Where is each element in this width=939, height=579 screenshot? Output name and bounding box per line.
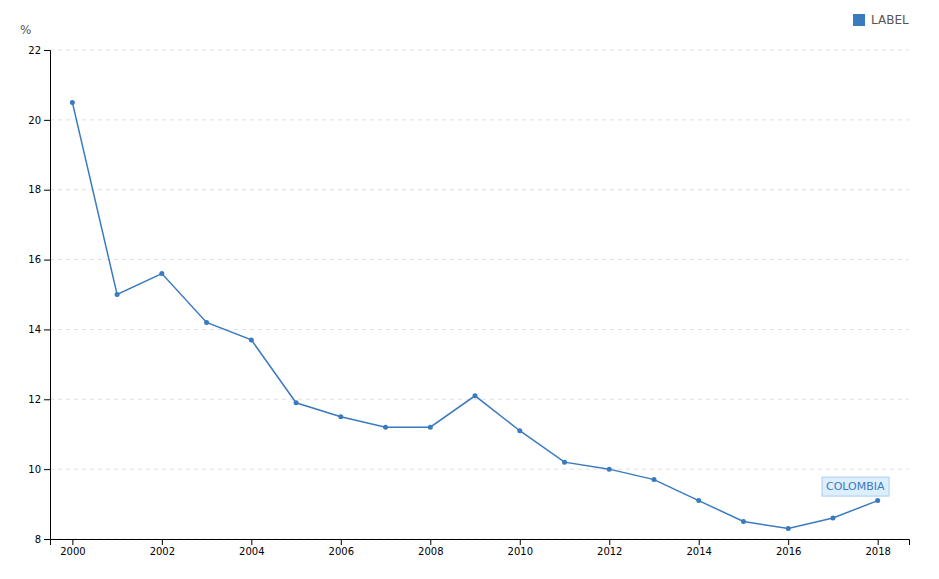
series-point — [473, 393, 478, 398]
y-tick-mark — [44, 50, 50, 51]
chart: 2000200220042006200820102012201420162018… — [0, 0, 939, 579]
y-tick: 8 — [35, 534, 50, 545]
grid-line — [50, 119, 909, 120]
x-tick-label: 2004 — [239, 546, 264, 557]
grid-line — [50, 469, 909, 470]
x-tick: 2010 — [508, 539, 533, 557]
x-tick-label: 2014 — [686, 546, 711, 557]
x-tick-label: 2006 — [329, 546, 354, 557]
grid-line — [50, 329, 909, 330]
series-point — [249, 337, 254, 342]
annotation-box — [822, 477, 889, 496]
x-tick-mark — [788, 539, 789, 545]
annotation-text: COLOMBIA — [826, 480, 885, 493]
legend-item: LABEL — [853, 13, 909, 27]
x-tick: 2012 — [597, 539, 622, 557]
y-tick: 12 — [28, 394, 50, 405]
y-tick-mark — [44, 399, 50, 400]
series-point — [562, 460, 567, 465]
series-point — [294, 400, 299, 405]
x-axis-line — [51, 540, 910, 546]
x-tick-label: 2016 — [776, 546, 801, 557]
series-point — [338, 414, 343, 419]
x-tick: 2006 — [329, 539, 354, 557]
y-tick-mark — [44, 329, 50, 330]
x-tick-mark — [341, 539, 342, 545]
series-point — [204, 320, 209, 325]
series-point — [159, 271, 164, 276]
x-tick-label: 2010 — [508, 546, 533, 557]
x-tick-mark — [162, 539, 163, 545]
x-tick-mark — [520, 539, 521, 545]
y-tick-label: 12 — [28, 394, 41, 405]
x-tick-mark — [251, 539, 252, 545]
series-point — [786, 526, 791, 531]
grid-line — [50, 50, 909, 51]
y-tick-mark — [44, 120, 50, 121]
y-tick: 10 — [28, 464, 50, 475]
x-tick: 2014 — [686, 539, 711, 557]
y-tick-label: 14 — [28, 324, 41, 335]
x-axis: 2000 2002 2004 2006 2008 2010 2012 2014 2016 2018 — [51, 539, 910, 557]
grid-line — [50, 189, 909, 190]
x-tick: 2018 — [865, 539, 890, 557]
series-point — [830, 516, 835, 521]
x-tick-mark — [699, 539, 700, 545]
x-tick-label: 2002 — [150, 546, 175, 557]
series-point — [70, 100, 75, 105]
y-tick-label: 10 — [28, 464, 41, 475]
y-tick: 20 — [28, 115, 50, 126]
x-tick-label: 2018 — [865, 546, 890, 557]
y-axis-line — [44, 51, 51, 540]
series-point — [517, 428, 522, 433]
y-tick-label: 20 — [28, 115, 41, 126]
x-tick-label: 2008 — [418, 546, 443, 557]
x-tick: 2008 — [418, 539, 443, 557]
y-tick: 18 — [28, 184, 50, 195]
y-axis-title: % — [20, 23, 31, 37]
y-tick-mark — [44, 469, 50, 470]
legend: LABEL — [853, 13, 909, 27]
y-tick: 14 — [28, 324, 50, 335]
y-tick-label: 18 — [28, 184, 41, 195]
x-tick: 2000 — [60, 539, 85, 557]
x-tick: 2002 — [150, 539, 175, 557]
series-line — [72, 102, 877, 528]
y-tick-label: 16 — [28, 254, 41, 265]
x-tick-label: 2012 — [597, 546, 622, 557]
legend-swatch — [853, 14, 865, 26]
grid — [50, 50, 909, 539]
y-tick-label: 22 — [28, 45, 41, 56]
series-point — [428, 425, 433, 430]
x-tick-label: 2000 — [60, 546, 85, 557]
series-point — [383, 425, 388, 430]
series-point — [696, 498, 701, 503]
x-tick: 2004 — [239, 539, 264, 557]
marks — [70, 100, 880, 531]
series-point — [741, 519, 746, 524]
y-tick: 16 — [28, 254, 50, 265]
y-tick-mark — [44, 260, 50, 261]
y-axis: 8 10 12 14 16 18 20 22 — [28, 45, 50, 545]
y-tick-mark — [44, 539, 50, 540]
grid-line — [50, 259, 909, 260]
legend-label: LABEL — [871, 13, 909, 27]
y-tick: 22 — [28, 45, 50, 56]
series-point — [875, 498, 880, 503]
x-tick: 2016 — [776, 539, 801, 557]
series-point — [651, 477, 656, 482]
series-point — [115, 292, 120, 297]
series-point — [607, 467, 612, 472]
x-tick-mark — [430, 539, 431, 545]
x-tick-mark — [609, 539, 610, 545]
x-tick-mark — [72, 539, 73, 545]
plot-area: 2000200220042006200820102012201420162018… — [20, 23, 910, 557]
x-tick-mark — [878, 539, 879, 545]
y-tick-label: 8 — [35, 534, 41, 545]
y-tick-mark — [44, 190, 50, 191]
annotation: COLOMBIA — [822, 477, 889, 496]
